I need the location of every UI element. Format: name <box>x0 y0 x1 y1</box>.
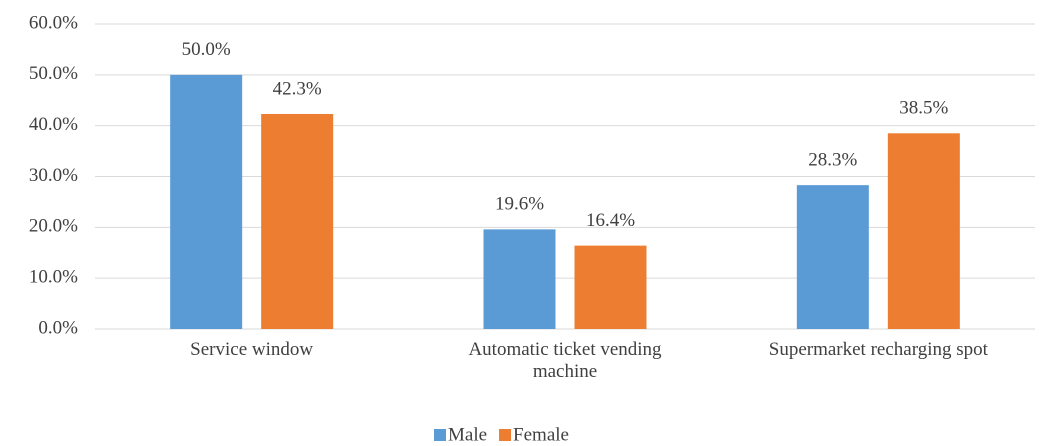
legend-label: Female <box>513 424 569 445</box>
x-tick-label-box: Automatic ticket vending machine <box>468 339 662 382</box>
data-label: 38.5% <box>899 98 948 119</box>
data-label: 16.4% <box>586 210 635 231</box>
x-tick-label: Supermarket recharging spot <box>768 339 988 360</box>
bar <box>483 229 556 329</box>
y-tick-label: 30.0% <box>29 165 78 186</box>
y-tick-label: 50.0% <box>29 63 78 84</box>
y-tick-label: 40.0% <box>29 114 78 135</box>
bar <box>887 133 960 329</box>
legend-label: Male <box>448 424 487 445</box>
legend-swatch <box>434 429 446 441</box>
bar <box>796 185 869 329</box>
x-tick-label-box: Service window <box>190 339 314 360</box>
y-tick-label: 10.0% <box>29 267 78 288</box>
legend-swatch <box>499 429 512 441</box>
bar <box>574 245 647 329</box>
data-label: 19.6% <box>495 194 544 215</box>
data-label: 42.3% <box>273 78 322 99</box>
x-tick-label-box: Supermarket recharging spot <box>768 339 988 360</box>
x-tick-label: Automatic ticket vending machine <box>468 339 662 382</box>
data-label: 28.3% <box>808 150 857 171</box>
data-label: 50.0% <box>182 39 231 60</box>
x-tick-label: Service window <box>190 339 314 360</box>
y-tick-label: 60.0% <box>29 12 78 33</box>
bar <box>170 74 243 329</box>
y-tick-label: 0.0% <box>38 317 78 338</box>
y-tick-label: 20.0% <box>29 216 78 237</box>
bar <box>261 113 334 329</box>
